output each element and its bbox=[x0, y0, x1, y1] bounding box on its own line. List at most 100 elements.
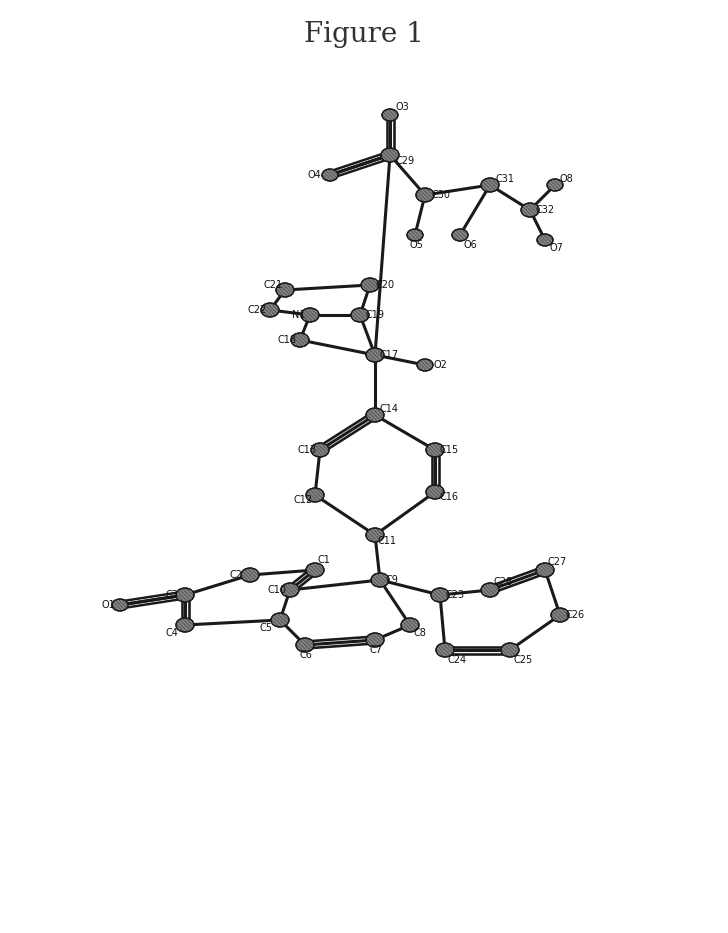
Ellipse shape bbox=[407, 229, 423, 241]
Ellipse shape bbox=[306, 563, 324, 577]
Text: C13: C13 bbox=[298, 445, 317, 455]
Ellipse shape bbox=[291, 333, 309, 347]
Ellipse shape bbox=[426, 485, 444, 499]
Ellipse shape bbox=[416, 188, 434, 202]
Ellipse shape bbox=[301, 308, 319, 322]
Text: O7: O7 bbox=[550, 243, 564, 253]
Text: C22: C22 bbox=[248, 305, 267, 315]
Ellipse shape bbox=[481, 178, 499, 192]
Text: C7: C7 bbox=[370, 645, 383, 655]
Ellipse shape bbox=[481, 583, 499, 597]
Ellipse shape bbox=[381, 148, 399, 162]
Text: C24: C24 bbox=[448, 655, 467, 665]
Ellipse shape bbox=[452, 229, 468, 241]
Text: C11: C11 bbox=[378, 536, 397, 546]
Ellipse shape bbox=[366, 528, 384, 542]
Ellipse shape bbox=[366, 348, 384, 362]
Text: N1: N1 bbox=[292, 310, 306, 320]
Ellipse shape bbox=[537, 234, 553, 246]
Ellipse shape bbox=[366, 528, 384, 542]
Ellipse shape bbox=[401, 618, 419, 632]
Text: C19: C19 bbox=[366, 310, 385, 320]
Text: C28: C28 bbox=[493, 577, 512, 587]
Ellipse shape bbox=[291, 333, 309, 347]
Ellipse shape bbox=[481, 583, 499, 597]
Ellipse shape bbox=[382, 109, 398, 121]
Text: C14: C14 bbox=[380, 404, 399, 414]
Ellipse shape bbox=[276, 283, 294, 297]
Text: C10: C10 bbox=[268, 585, 287, 595]
Text: C32: C32 bbox=[536, 205, 555, 215]
Ellipse shape bbox=[551, 608, 569, 622]
Ellipse shape bbox=[417, 359, 433, 371]
Ellipse shape bbox=[176, 618, 194, 632]
Text: C4: C4 bbox=[165, 628, 178, 638]
Text: C27: C27 bbox=[548, 557, 567, 567]
Ellipse shape bbox=[306, 488, 324, 502]
Ellipse shape bbox=[382, 109, 398, 121]
Text: O1: O1 bbox=[102, 600, 116, 610]
Ellipse shape bbox=[366, 408, 384, 422]
Ellipse shape bbox=[536, 563, 554, 577]
Text: C6: C6 bbox=[300, 650, 313, 660]
Ellipse shape bbox=[366, 408, 384, 422]
Ellipse shape bbox=[416, 188, 434, 202]
Ellipse shape bbox=[306, 563, 324, 577]
Ellipse shape bbox=[366, 633, 384, 647]
Ellipse shape bbox=[537, 234, 553, 246]
Text: C20: C20 bbox=[376, 280, 395, 290]
Ellipse shape bbox=[261, 303, 279, 317]
Ellipse shape bbox=[241, 568, 259, 582]
Text: C9: C9 bbox=[385, 575, 398, 585]
Text: C21: C21 bbox=[263, 280, 282, 290]
Ellipse shape bbox=[112, 599, 128, 611]
Text: C30: C30 bbox=[431, 190, 450, 200]
Ellipse shape bbox=[426, 443, 444, 457]
Ellipse shape bbox=[481, 178, 499, 192]
Ellipse shape bbox=[436, 643, 454, 657]
Ellipse shape bbox=[361, 278, 379, 292]
Ellipse shape bbox=[281, 583, 299, 597]
Ellipse shape bbox=[366, 633, 384, 647]
Ellipse shape bbox=[176, 618, 194, 632]
Text: O2: O2 bbox=[433, 360, 447, 370]
Ellipse shape bbox=[351, 308, 369, 322]
Text: C23: C23 bbox=[445, 590, 464, 600]
Ellipse shape bbox=[306, 488, 324, 502]
Ellipse shape bbox=[351, 308, 369, 322]
Ellipse shape bbox=[426, 443, 444, 457]
Ellipse shape bbox=[361, 278, 379, 292]
Ellipse shape bbox=[547, 179, 563, 191]
Text: C31: C31 bbox=[495, 174, 514, 184]
Ellipse shape bbox=[301, 308, 319, 322]
Text: C2: C2 bbox=[230, 570, 243, 580]
Ellipse shape bbox=[426, 485, 444, 499]
Ellipse shape bbox=[521, 203, 539, 217]
Ellipse shape bbox=[501, 643, 519, 657]
Text: C25: C25 bbox=[513, 655, 532, 665]
Ellipse shape bbox=[536, 563, 554, 577]
Ellipse shape bbox=[296, 638, 314, 652]
Text: C8: C8 bbox=[413, 628, 426, 638]
Text: C1: C1 bbox=[318, 555, 331, 565]
Ellipse shape bbox=[417, 359, 433, 371]
Ellipse shape bbox=[366, 348, 384, 362]
Text: C5: C5 bbox=[260, 623, 273, 633]
Ellipse shape bbox=[551, 608, 569, 622]
Text: Figure 1: Figure 1 bbox=[304, 21, 424, 49]
Text: O3: O3 bbox=[395, 102, 408, 112]
Ellipse shape bbox=[322, 169, 338, 181]
Text: C26: C26 bbox=[566, 610, 585, 620]
Ellipse shape bbox=[501, 643, 519, 657]
Ellipse shape bbox=[371, 573, 389, 587]
Ellipse shape bbox=[436, 643, 454, 657]
Ellipse shape bbox=[261, 303, 279, 317]
Ellipse shape bbox=[311, 443, 329, 457]
Ellipse shape bbox=[401, 618, 419, 632]
Ellipse shape bbox=[241, 568, 259, 582]
Ellipse shape bbox=[271, 613, 289, 627]
Text: O5: O5 bbox=[410, 240, 424, 250]
Ellipse shape bbox=[371, 573, 389, 587]
Text: C15: C15 bbox=[440, 445, 459, 455]
Ellipse shape bbox=[311, 443, 329, 457]
